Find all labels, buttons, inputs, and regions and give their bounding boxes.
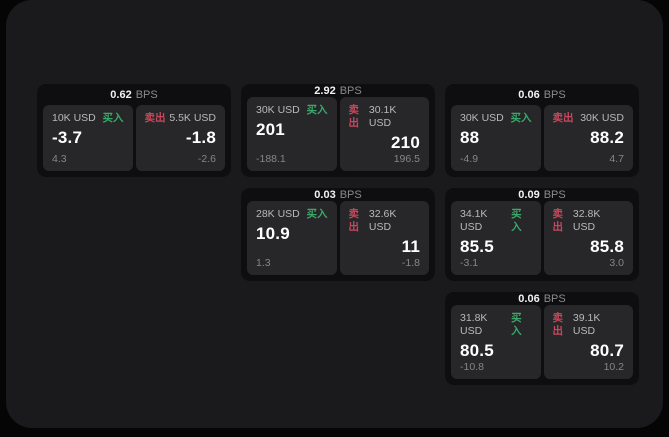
size-label: 10K USD <box>52 112 96 124</box>
size-label: 30.1K USD <box>368 104 397 129</box>
bps-value: 0.62 <box>110 88 132 101</box>
buy-side-label: 买入 <box>511 312 522 337</box>
size-label: 31.8K USD <box>460 312 488 337</box>
buy-price-value: 201 <box>256 120 285 139</box>
buy-side-label: 买入 <box>306 104 328 116</box>
size-label: 34.1K USD <box>460 208 488 233</box>
size-label: 32.6K USD <box>368 208 397 233</box>
buy-panel[interactable]: 30K USD 买入 201 -188.1 <box>247 97 337 171</box>
sell-price-value: 88.2 <box>590 128 624 147</box>
bps-header: 0.06 BPS <box>451 84 633 105</box>
buy-price-value: 85.5 <box>460 237 494 256</box>
size-label: 30K USD <box>460 112 504 124</box>
sell-sub-value: 4.7 <box>609 153 624 165</box>
buy-price-value: 88 <box>460 128 480 147</box>
quote-card: 0.09 BPS 34.1K USD 买入 85.5 -3.1 卖出 32.8K… <box>445 188 639 281</box>
sell-price-value: 11 <box>401 237 420 256</box>
buy-panel[interactable]: 30K USD 买入 88 -4.9 <box>451 105 541 171</box>
sell-price-value: 210 <box>391 133 420 152</box>
buy-price-value: 10.9 <box>256 224 290 243</box>
app-panel: 0.62 BPS 10K USD 买入 -3.7 4.3 卖出 5.5K USD <box>6 0 663 428</box>
buy-sub-value: -10.8 <box>460 361 484 373</box>
sell-side-label: 卖出 <box>348 208 360 233</box>
sell-side-label: 卖出 <box>552 312 564 337</box>
sell-sub-value: 196.5 <box>393 153 420 165</box>
bps-value: 0.09 <box>518 188 540 201</box>
sell-panel[interactable]: 卖出 39.1K USD 80.7 10.2 <box>543 305 633 379</box>
bps-unit-label: BPS <box>135 88 158 101</box>
bps-unit-label: BPS <box>543 188 566 201</box>
quote-card: 0.06 BPS 31.8K USD 买入 80.5 -10.8 卖出 39.1… <box>445 292 639 385</box>
sell-sub-value: -2.6 <box>197 153 216 165</box>
sell-panel[interactable]: 卖出 32.6K USD 11 -1.8 <box>339 201 429 275</box>
sell-sub-value: 10.2 <box>603 361 624 373</box>
buy-price-value: 80.5 <box>460 341 494 360</box>
bps-header: 2.92 BPS <box>247 84 429 97</box>
buy-panel[interactable]: 10K USD 买入 -3.7 4.3 <box>43 105 133 171</box>
sell-side-label: 卖出 <box>348 104 360 129</box>
bps-header: 0.62 BPS <box>43 84 225 105</box>
bps-unit-label: BPS <box>543 292 566 305</box>
buy-panel[interactable]: 31.8K USD 买入 80.5 -10.8 <box>451 305 541 379</box>
bps-unit-label: BPS <box>339 84 362 97</box>
quote-cards-grid: 0.62 BPS 10K USD 买入 -3.7 4.3 卖出 5.5K USD <box>37 84 639 385</box>
size-label: 32.8K USD <box>572 208 601 233</box>
bps-unit-label: BPS <box>543 88 566 101</box>
bps-value: 0.06 <box>518 292 540 305</box>
buy-price-value: -3.7 <box>52 128 83 147</box>
buy-panel[interactable]: 34.1K USD 买入 85.5 -3.1 <box>451 201 541 275</box>
buy-side-label: 买入 <box>511 208 522 233</box>
buy-side-label: 买入 <box>102 112 124 124</box>
buy-sub-value: 1.3 <box>256 257 271 269</box>
size-label: 30K USD <box>580 112 624 124</box>
bps-value: 0.06 <box>518 88 540 101</box>
buy-sub-value: -3.1 <box>460 257 479 269</box>
bps-header: 0.03 BPS <box>247 188 429 201</box>
sell-sub-value: 3.0 <box>609 257 624 269</box>
sell-side-label: 卖出 <box>552 208 564 233</box>
size-label: 39.1K USD <box>572 312 601 337</box>
sell-side-label: 卖出 <box>144 112 166 124</box>
sell-panel[interactable]: 卖出 5.5K USD -1.8 -2.6 <box>135 105 225 171</box>
buy-sub-value: -4.9 <box>460 153 479 165</box>
size-label: 30K USD <box>256 104 300 116</box>
buy-panel[interactable]: 28K USD 买入 10.9 1.3 <box>247 201 337 275</box>
bps-value: 2.92 <box>314 84 336 97</box>
sell-sub-value: -1.8 <box>401 257 420 269</box>
size-label: 28K USD <box>256 208 300 220</box>
bps-header: 0.09 BPS <box>451 188 633 201</box>
buy-sub-value: 4.3 <box>52 153 67 165</box>
quote-card: 0.03 BPS 28K USD 买入 10.9 1.3 卖出 32.6K US… <box>241 188 435 281</box>
quote-card: 0.06 BPS 30K USD 买入 88 -4.9 卖出 30K USD <box>445 84 639 177</box>
sell-panel[interactable]: 卖出 30K USD 88.2 4.7 <box>543 105 633 171</box>
quote-card: 2.92 BPS 30K USD 买入 201 -188.1 卖出 30.1K … <box>241 84 435 177</box>
sell-panel[interactable]: 卖出 32.8K USD 85.8 3.0 <box>543 201 633 275</box>
buy-sub-value: -188.1 <box>256 153 286 165</box>
size-label: 5.5K USD <box>169 112 216 124</box>
sell-panel[interactable]: 卖出 30.1K USD 210 196.5 <box>339 97 429 171</box>
sell-price-value: -1.8 <box>185 128 216 147</box>
bps-unit-label: BPS <box>339 188 362 201</box>
bps-value: 0.03 <box>314 188 336 201</box>
bps-header: 0.06 BPS <box>451 292 633 305</box>
quote-card: 0.62 BPS 10K USD 买入 -3.7 4.3 卖出 5.5K USD <box>37 84 231 177</box>
buy-side-label: 买入 <box>306 208 328 220</box>
sell-side-label: 卖出 <box>552 112 574 124</box>
sell-price-value: 80.7 <box>590 341 624 360</box>
buy-side-label: 买入 <box>510 112 532 124</box>
sell-price-value: 85.8 <box>590 237 624 256</box>
